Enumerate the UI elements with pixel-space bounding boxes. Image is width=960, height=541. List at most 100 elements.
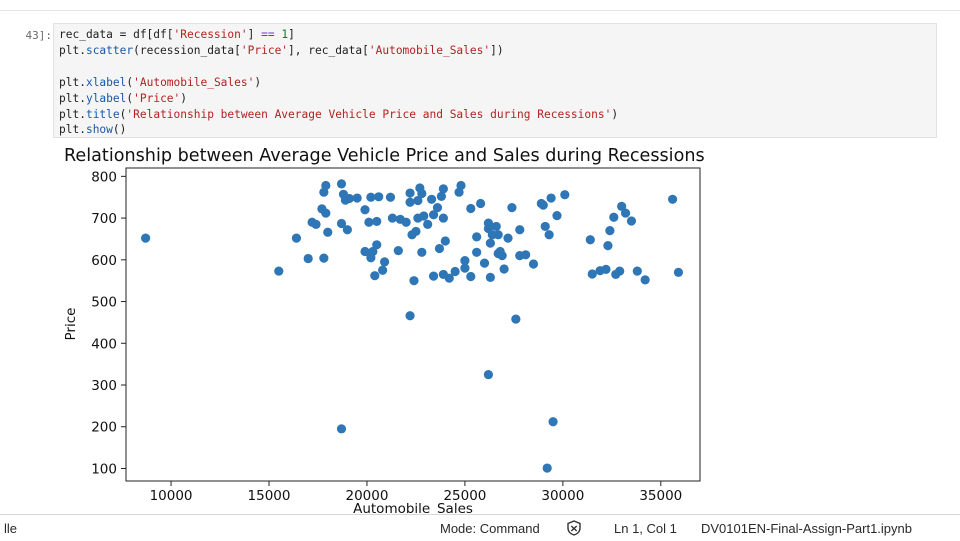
- data-point: [640, 275, 650, 285]
- shield-icon[interactable]: [565, 519, 583, 537]
- y-tick-label: 500: [91, 295, 117, 311]
- data-point: [428, 271, 439, 281]
- data-point: [466, 203, 476, 214]
- data-point: [493, 230, 503, 240]
- data-point: [538, 200, 548, 210]
- y-tick-label: 100: [91, 461, 117, 477]
- code-token: plt.: [59, 123, 86, 137]
- data-point: [432, 203, 443, 213]
- data-point: [605, 226, 615, 236]
- data-point: [352, 193, 362, 203]
- code-line: plt.xlabel('Automobile_Sales'): [59, 75, 261, 91]
- code-token: ): [254, 75, 262, 89]
- data-point: [611, 269, 621, 280]
- data-point: [411, 226, 421, 237]
- top-divider: [0, 10, 960, 11]
- data-point: [417, 247, 427, 257]
- data-point: [546, 193, 556, 203]
- code-token: 'Automobile_Sales': [368, 43, 491, 57]
- data-point: [667, 194, 678, 204]
- data-point: [626, 216, 637, 226]
- status-mode[interactable]: Mode: Command: [440, 521, 540, 536]
- data-point: [427, 194, 437, 204]
- data-point: [321, 208, 331, 218]
- data-point: [379, 257, 390, 267]
- data-point: [454, 187, 464, 197]
- data-point: [336, 218, 347, 229]
- code-token: rec_data = df[df[: [59, 28, 174, 41]
- code-token: (: [119, 107, 127, 121]
- data-point: [485, 238, 495, 248]
- x-tick-label: 30000: [541, 488, 584, 504]
- data-point: [499, 264, 509, 274]
- code-token: (: [126, 75, 134, 89]
- code-token: ], rec_data[: [288, 43, 369, 57]
- code-token: 'Automobile_Sales': [133, 75, 255, 89]
- data-point: [479, 258, 490, 268]
- data-point: [603, 241, 613, 251]
- data-point: [366, 192, 376, 202]
- data-point: [436, 191, 447, 201]
- y-tick-label: 800: [91, 169, 117, 185]
- data-point: [515, 225, 525, 235]
- code-line: rec_data = df[df['Recession'] == 1]: [59, 27, 295, 43]
- data-point: [466, 271, 476, 282]
- data-point: [370, 271, 380, 281]
- y-tick-label: 200: [91, 420, 117, 436]
- data-point: [140, 233, 151, 243]
- data-point: [609, 212, 619, 222]
- data-point: [423, 219, 433, 229]
- data-point: [503, 233, 513, 243]
- data-point: [405, 188, 415, 198]
- data-point: [521, 250, 531, 260]
- code-token: plt.: [59, 107, 86, 121]
- data-point: [274, 266, 284, 276]
- code-token: plt.: [59, 91, 86, 105]
- notebook-filename[interactable]: DV0101EN-Final-Assign-Part1.ipynb: [701, 521, 912, 536]
- data-point: [360, 246, 370, 257]
- code-token: plt.: [59, 75, 86, 89]
- data-point: [552, 210, 562, 221]
- data-point: [364, 217, 374, 227]
- cell-prompt: 43]:: [25, 29, 53, 42]
- data-point: [472, 232, 482, 242]
- data-point: [460, 256, 470, 266]
- x-tick-label: 10000: [150, 488, 193, 504]
- data-point: [495, 246, 505, 257]
- data-point: [385, 192, 396, 202]
- data-point: [472, 247, 482, 257]
- data-point: [428, 210, 439, 220]
- code-token: (: [126, 91, 134, 105]
- data-point: [507, 203, 517, 213]
- data-point: [617, 201, 627, 211]
- code-cell[interactable]: rec_data = df[df['Recession'] == 1] plt.s…: [53, 23, 937, 138]
- data-point: [542, 463, 552, 473]
- data-point: [360, 205, 370, 215]
- data-point: [560, 190, 570, 200]
- code-token: xlabel: [85, 75, 127, 89]
- data-point: [483, 369, 494, 380]
- y-tick-label: 700: [91, 211, 117, 227]
- data-point: [528, 259, 539, 269]
- x-tick-label: 35000: [639, 488, 682, 504]
- x-axis-label: Automobile_Sales: [353, 501, 473, 517]
- data-point: [311, 219, 321, 229]
- code-token: ==: [261, 28, 275, 41]
- status-left-text: lle: [4, 521, 18, 536]
- code-token: ]: [288, 28, 295, 41]
- code-token: ): [180, 91, 188, 105]
- data-point: [585, 235, 595, 245]
- code-token: ): [611, 107, 619, 121]
- cursor-position[interactable]: Ln 1, Col 1: [614, 521, 677, 536]
- data-point: [291, 233, 302, 243]
- data-point: [319, 253, 329, 263]
- code-token: ]): [490, 43, 504, 57]
- code-token: 'Recession': [173, 28, 248, 41]
- data-point: [321, 180, 331, 191]
- data-point: [434, 243, 445, 254]
- data-point: [387, 213, 398, 223]
- data-point: [372, 216, 382, 227]
- status-bar: lle Mode: Command Ln 1, Col 1 DV0101EN-F…: [0, 514, 960, 541]
- x-tick-label: 20000: [345, 488, 388, 504]
